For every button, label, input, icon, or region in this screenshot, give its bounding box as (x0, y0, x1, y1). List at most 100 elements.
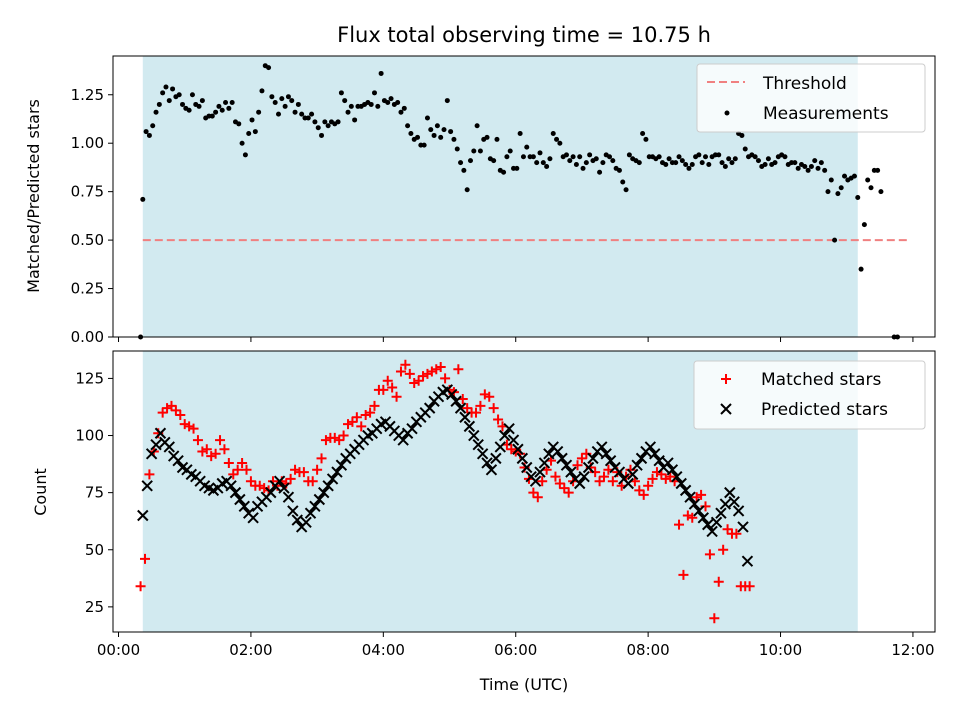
matched-star-point (475, 400, 486, 411)
matched-star-point (559, 483, 570, 494)
matched-star-point (228, 469, 239, 480)
predicted-star-point (282, 491, 295, 503)
legend-matched-label: Matched stars (761, 370, 881, 390)
measurement-point (812, 158, 818, 164)
measurement-point (752, 154, 758, 160)
measurement-point (352, 117, 358, 123)
measurement-point (573, 162, 579, 168)
top-y-tick-label: 0.75 (71, 183, 104, 201)
measurement-point (385, 100, 391, 106)
predicted-star-point (675, 477, 687, 490)
predicted-star-point (145, 448, 158, 460)
matched-star-point (179, 419, 190, 430)
measurement-point (858, 266, 864, 272)
predicted-star-point (631, 459, 643, 471)
measurement-point (494, 136, 500, 142)
predicted-star-point (472, 438, 484, 451)
measurement-point (405, 123, 411, 129)
matched-star-point (241, 464, 252, 475)
measurement-point (325, 123, 331, 129)
matched-star-point (418, 371, 429, 382)
matched-star-point (290, 464, 301, 475)
measurement-point (762, 162, 768, 168)
matched-star-point (307, 476, 318, 487)
matched-star-point (192, 435, 203, 446)
measurement-point (401, 105, 407, 111)
matched-star-point (162, 403, 173, 414)
matched-star-point (532, 492, 543, 503)
measurement-point (309, 111, 315, 117)
measurement-point (424, 115, 430, 121)
predicted-star-point (287, 505, 299, 517)
measurement-point (441, 127, 447, 133)
matched-star-point (484, 391, 495, 402)
matched-star-point (506, 444, 517, 455)
matched-star-point (643, 480, 654, 491)
measurement-point (395, 100, 401, 106)
matched-star-point (638, 489, 649, 500)
measurement-point (199, 98, 205, 104)
measurement-point (514, 165, 520, 171)
measurement-point (772, 160, 778, 166)
matched-star-point (744, 581, 755, 592)
predicted-star-point (309, 500, 321, 513)
predicted-star-point (397, 434, 409, 446)
predicted-star-point (291, 514, 303, 526)
measurement-point (878, 189, 884, 195)
measurement-point (229, 100, 235, 106)
measurement-point (163, 84, 169, 90)
matched-star-point (598, 471, 609, 482)
measurement-point (223, 100, 229, 106)
matched-star-point (713, 576, 724, 587)
predicted-star-point (679, 484, 692, 497)
bottom-legend: Matched stars Predicted stars (693, 360, 926, 430)
measurement-point (371, 90, 377, 96)
predicted-star-point (481, 457, 493, 469)
measurement-point (739, 132, 745, 138)
predicted-star-point (512, 443, 524, 455)
x-tick-label: 12:00 (891, 641, 934, 659)
predicted-star-point (423, 402, 436, 414)
measurement-point (563, 152, 569, 158)
predicted-star-point (600, 448, 612, 460)
measurement-point (792, 160, 798, 166)
predicted-star-point (635, 452, 648, 465)
matched-star-point (660, 473, 671, 484)
predicted-star-point (229, 486, 242, 499)
predicted-star-point (454, 402, 467, 414)
measurement-point (471, 148, 477, 154)
measurement-point (345, 109, 351, 115)
matched-star-point (166, 400, 177, 411)
measurement-point (458, 160, 464, 166)
predicted-star-point (644, 441, 657, 453)
measurement-point (699, 160, 705, 166)
matched-star-point (237, 457, 248, 468)
matched-star-point (188, 423, 199, 434)
predicted-star-point (710, 516, 723, 529)
predicted-star-point (154, 427, 167, 439)
measurement-point (216, 103, 222, 109)
measurement-point (835, 191, 841, 197)
measurement-point (689, 162, 695, 168)
x-axis-label: Time (UTC) (479, 675, 568, 694)
bottom-y-tick-label: 50 (85, 541, 104, 559)
measurement-point (616, 167, 622, 173)
predicted-star-point (516, 452, 529, 465)
matched-star-point (696, 489, 707, 500)
measurement-point (170, 86, 176, 92)
bottom-y-axis-label: Count (31, 468, 50, 516)
predicted-star-point (543, 448, 555, 460)
matched-star-point (197, 446, 208, 457)
predicted-star-point (560, 459, 573, 471)
measurement-point (448, 129, 454, 135)
measurement-point (196, 103, 202, 109)
predicted-star-point (551, 445, 564, 458)
measurement-point (703, 154, 709, 160)
matched-star-point (422, 368, 433, 379)
matched-star-point (316, 453, 327, 464)
bottom-x-ticks: 00:00 02:00 04:00 06:00 08:00 10:00 12:00 (97, 632, 935, 659)
predicted-star-point (322, 480, 334, 492)
legend-predicted-label: Predicted stars (761, 400, 888, 420)
predicted-star-point (463, 420, 476, 433)
matched-star-point (175, 409, 186, 420)
